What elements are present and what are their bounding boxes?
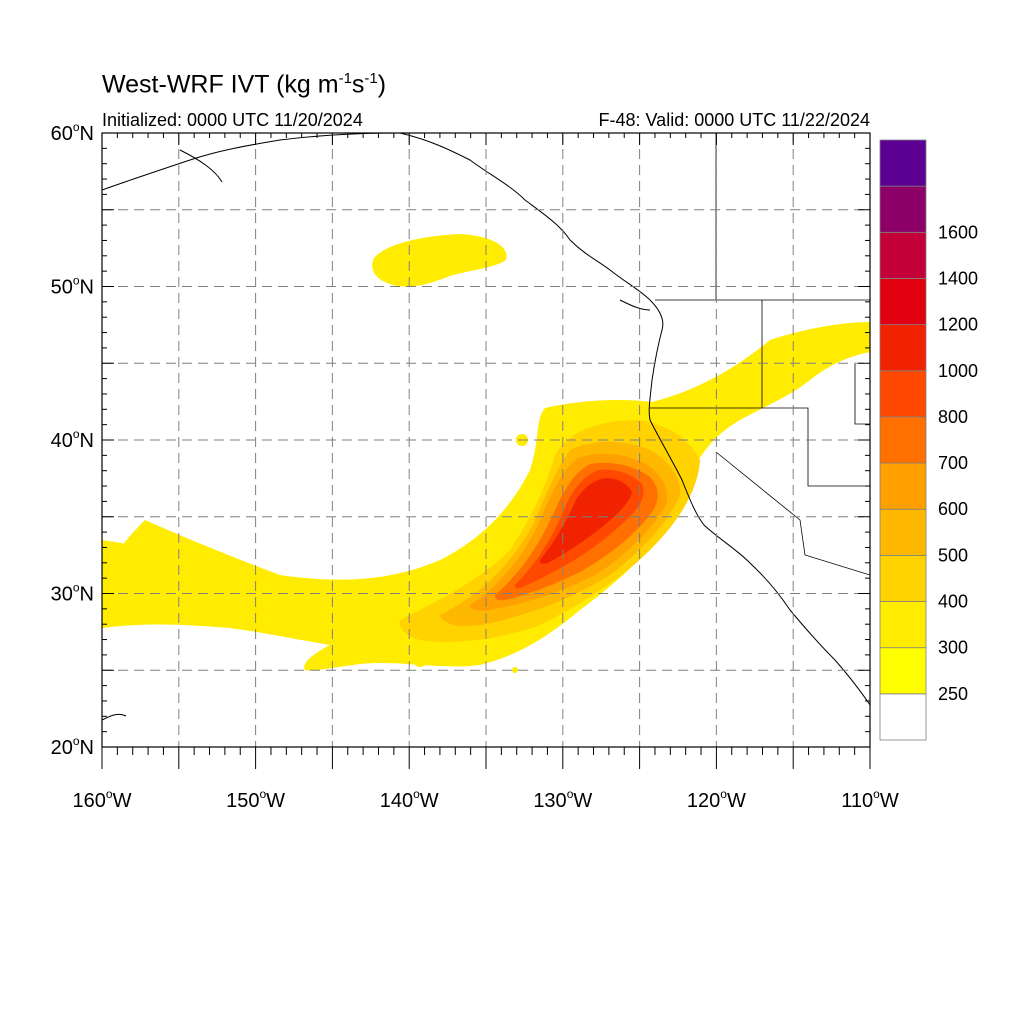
colorbar-label: 500 xyxy=(938,545,968,565)
ivt-plume xyxy=(102,234,870,673)
valid-time: F-48: Valid: 0000 UTC 11/22/2024 xyxy=(598,110,871,130)
colorbar-swatch xyxy=(879,370,927,418)
colorbar-swatch xyxy=(879,554,927,602)
colorbar-swatch xyxy=(879,462,927,510)
lon-tick-label: 160oW xyxy=(73,787,132,812)
colorbar-swatch xyxy=(879,601,927,649)
colorbar-swatch xyxy=(879,278,927,326)
colorbar-swatch xyxy=(879,416,927,464)
ivt-finger-west xyxy=(116,520,340,600)
lon-tick-label: 130oW xyxy=(533,787,592,812)
colorbar-label: 600 xyxy=(938,499,968,519)
lat-tick-label: 30oN xyxy=(51,581,94,606)
colorbar-label: 400 xyxy=(938,592,968,612)
axis-ticks xyxy=(101,132,871,769)
colorbar-swatch xyxy=(879,231,927,279)
colorbar-label: 800 xyxy=(938,407,968,427)
map-title: West-WRF IVT (kg m-1s-1) xyxy=(102,70,387,99)
colorbar-label: 700 xyxy=(938,453,968,473)
colorbar-swatch xyxy=(879,324,927,372)
colorbar-swatch xyxy=(879,508,927,556)
colorbar: 250 300 400 500 600 700 800 1000 1200 1400 1600 xyxy=(879,139,978,741)
lon-tick-label: 140oW xyxy=(380,787,439,812)
colorbar-swatch xyxy=(879,647,927,695)
lon-tick-label: 110oW xyxy=(841,787,899,812)
colorbar-label: 1400 xyxy=(938,268,978,288)
ivt-spot xyxy=(512,667,518,673)
ivt-spot xyxy=(413,653,427,667)
colorbar-swatch xyxy=(879,185,927,233)
colorbar-label: 300 xyxy=(938,638,968,658)
lat-tick-label: 20oN xyxy=(51,734,94,759)
ivt-blob-north xyxy=(372,234,507,287)
lat-tick-label: 50oN xyxy=(51,274,94,299)
colorbar-label: 1200 xyxy=(938,315,978,335)
lon-tick-label: 150oW xyxy=(226,787,285,812)
lon-tick-label: 120oW xyxy=(687,787,746,812)
colorbar-label: 250 xyxy=(938,684,968,704)
colorbar-label: 1600 xyxy=(938,222,978,242)
colorbar-swatch xyxy=(879,139,927,187)
lat-tick-label: 40oN xyxy=(51,427,94,452)
lat-tick-label: 60oN xyxy=(51,120,94,145)
colorbar-swatch xyxy=(879,693,927,741)
colorbar-label: 1000 xyxy=(938,361,978,381)
map-gridlines xyxy=(102,133,870,747)
coastlines xyxy=(102,133,870,721)
axis-labels: 160oW 150oW 140oW 130oW 120oW 110oW 60oN 50oN 40… xyxy=(51,120,899,812)
initialized-time: Initialized: 0000 UTC 11/20/2024 xyxy=(102,110,363,130)
